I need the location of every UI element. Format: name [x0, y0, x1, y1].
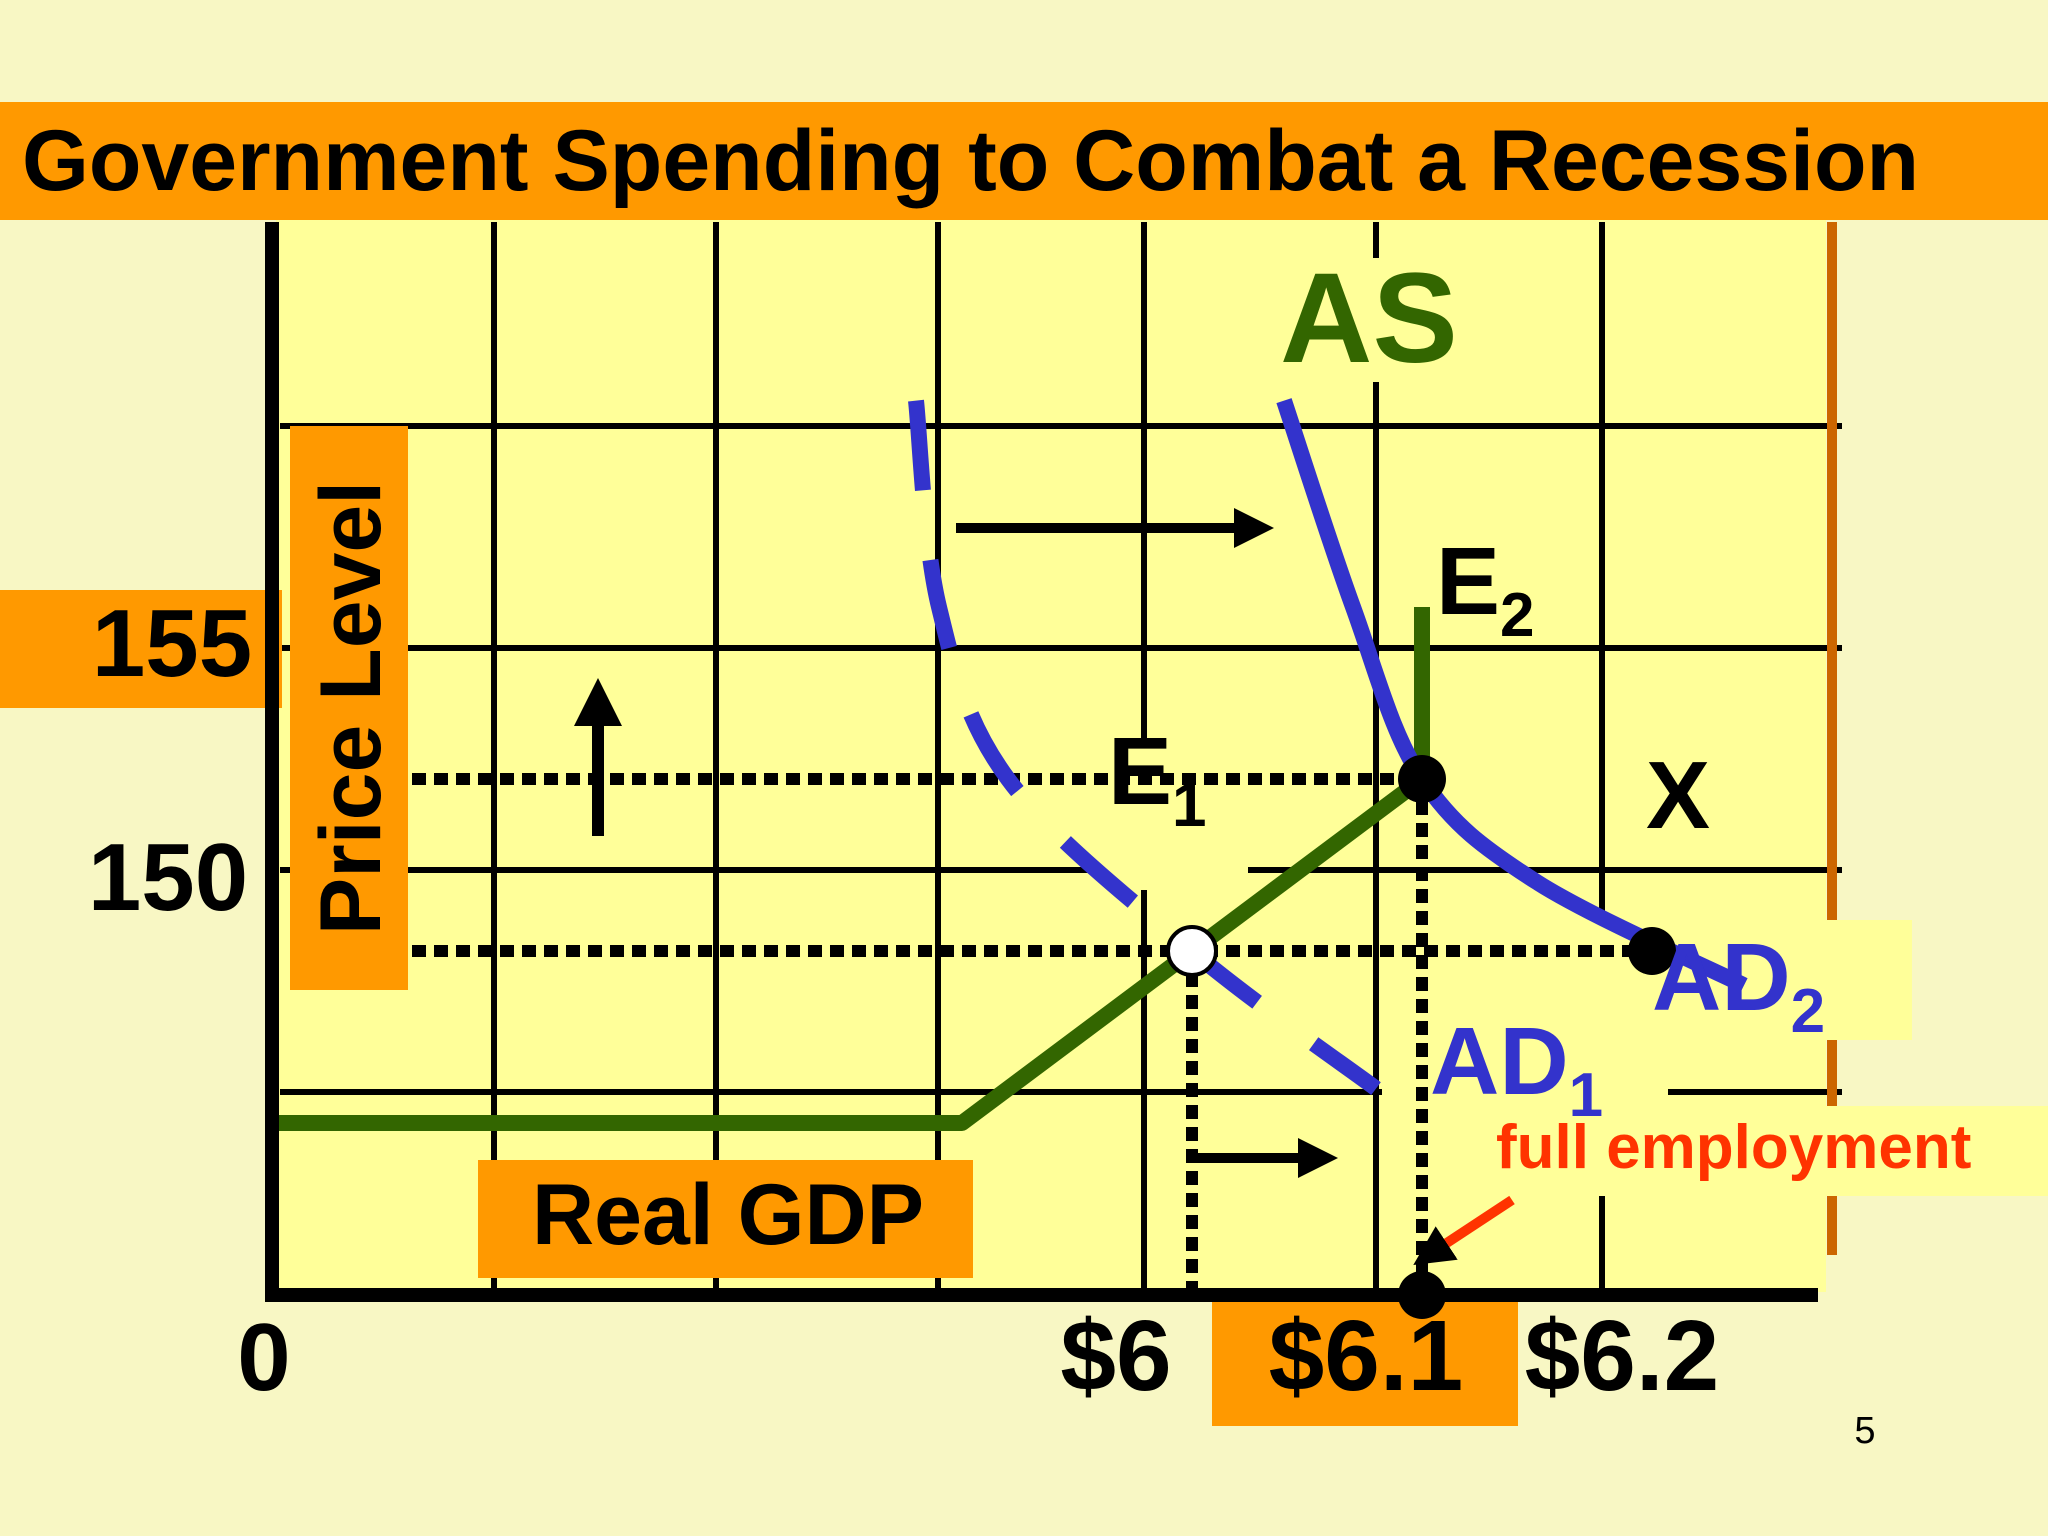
x-point-label: X — [1646, 742, 1710, 849]
series-ad1-line — [908, 399, 1381, 1096]
point-x — [1628, 927, 1676, 975]
x-tick-label: $6.1 — [1269, 1300, 1464, 1412]
shift-arrows — [574, 508, 1515, 1265]
e2-label-box — [1402, 528, 1578, 644]
e1-label-box — [1088, 740, 1248, 890]
x-tick-label: $6 — [1060, 1300, 1171, 1412]
ad1-label-main: AD — [1430, 1008, 1569, 1115]
guide-lines — [412, 773, 1652, 1295]
ad2-label: AD2 — [1652, 924, 1825, 1046]
e1-label-main: E — [1108, 718, 1172, 825]
equilibrium-points — [1166, 755, 1676, 1319]
ad2-label-main: AD — [1652, 924, 1791, 1031]
origin-label: 0 — [237, 1304, 290, 1411]
y-axis-label: Price Level — [303, 481, 399, 935]
title-bar — [0, 102, 2048, 220]
slide-title: Government Spending to Combat a Recessio… — [22, 113, 1920, 209]
x-tick-6.1-highlight — [1212, 1298, 1518, 1426]
e2-label-main: E — [1436, 528, 1500, 635]
ad2-label-sub: 2 — [1791, 977, 1825, 1046]
y-tick-label: 150 — [88, 824, 248, 931]
x-label-box — [478, 1160, 973, 1278]
full-employment-label: full employment — [1496, 1113, 1971, 1182]
as-label-box — [1246, 258, 1490, 382]
point-full-employment-point — [1398, 1271, 1446, 1319]
full-employment-label-box — [1472, 1106, 2048, 1196]
e2-label: E2 — [1436, 528, 1535, 650]
ad1-label: AD1 — [1430, 1008, 1603, 1130]
x-axis-label: Real GDP — [532, 1167, 924, 1263]
y-tick-label: 155 — [92, 590, 252, 697]
slide-number: 5 — [1854, 1410, 1876, 1452]
x-tick-label: $6.2 — [1525, 1300, 1720, 1412]
e1-label: E1 — [1108, 718, 1207, 840]
as-curve-label: AS — [1280, 247, 1458, 390]
e2-label-sub: 2 — [1500, 581, 1534, 650]
e1-label-sub: 1 — [1172, 771, 1206, 840]
point-e2 — [1398, 755, 1446, 803]
ad1-label-sub: 1 — [1569, 1061, 1603, 1130]
y-label-box — [290, 426, 408, 990]
chart-labels: 0 Real GDP Price Level $6 $6.1 $6.2 150 … — [88, 247, 1971, 1412]
y-tick-155-highlight — [0, 590, 282, 708]
point-e1 — [1166, 925, 1218, 977]
full-employment-arrow — [1413, 1195, 1515, 1265]
